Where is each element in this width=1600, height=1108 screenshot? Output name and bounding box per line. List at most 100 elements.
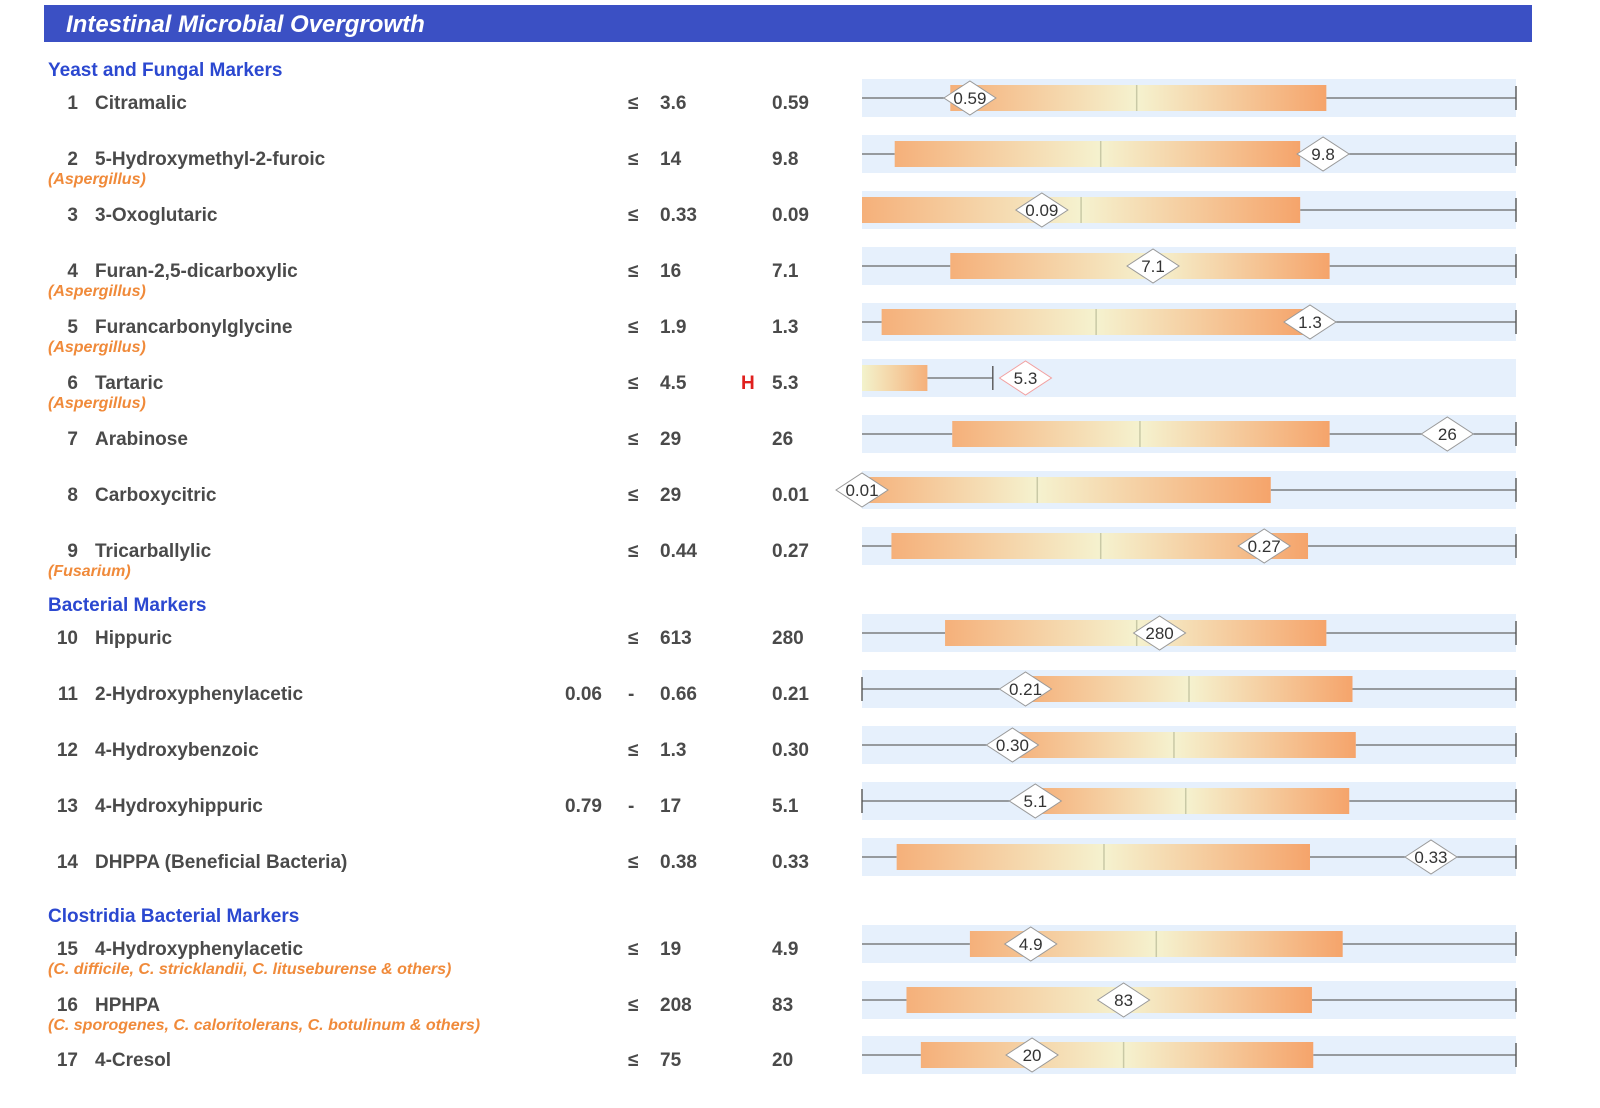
result-value: 26 [772,429,794,450]
result-marker [835,472,889,508]
result-marker [1008,783,1063,819]
result-value: 7.1 [772,261,799,282]
range-bar: 5.1 [861,782,1517,820]
result-marker-label: 5.1 [1023,792,1047,811]
report-title: Intestinal Microbial Overgrowth [66,11,425,38]
marker-name: Furancarbonylglycine [95,317,293,338]
range-bar: 0.27 [862,527,1517,565]
range-bar: 26 [862,415,1517,453]
organism-note: (Fusarium) [48,563,131,580]
range-bar: 0.59 [862,79,1517,117]
table-row: 5 Furancarbonylglycine (Aspergillus) ≤1.9 1.… [0,303,1600,375]
table-row: 13 4-Hydroxyhippuric 0.79 - 17 5.1 5.1 [0,782,1600,854]
range-symbol: - [628,796,635,817]
range-symbol: ≤ [628,541,639,562]
marker-name: 4-Hydroxyhippuric [95,796,263,817]
result-marker [998,360,1053,396]
range-symbol: ≤ [628,1050,639,1071]
table-row: 17 4-Cresol ≤75 20 20 [0,1036,1600,1108]
range-high: 3.6 [660,93,687,114]
range-bar: 1.3 [862,303,1517,341]
marker-name: Furan-2,5-dicarboxylic [95,261,298,282]
result-value: 5.1 [772,796,799,817]
row-number: 9 [67,541,78,562]
range-bar: 20 [862,1036,1517,1074]
range-high: 17 [660,796,682,817]
result-marker [1126,248,1180,284]
result-marker [1283,304,1337,340]
marker-name: 2-Hydroxyphenylacetic [95,684,304,705]
table-row: 6 Tartaric (Aspergillus) ≤4.5 H 5.3 5.3 [0,359,1600,431]
reference-box [894,141,1301,167]
reference-box [1035,788,1350,814]
reference-box [862,477,1271,503]
result-marker-label: 7.1 [1141,257,1165,276]
marker-name: 5-Hydroxymethyl-2-furoic [95,149,326,170]
range-bar: 7.1 [862,247,1517,285]
row-number: 7 [67,429,78,450]
result-marker [942,80,997,116]
result-marker-label: 4.9 [1019,935,1043,954]
marker-name: DHPPA (Beneficial Bacteria) [95,852,348,873]
row-number: 16 [56,995,78,1016]
result-value: 0.21 [772,684,809,705]
report-header: Intestinal Microbial Overgrowth [44,5,1532,42]
reference-box [881,309,1307,335]
table-row: 8 Carboxycitric ≤29 0.01 0.01 [0,471,1600,543]
result-marker-label: 0.30 [996,736,1029,755]
result-marker-label: 0.33 [1414,848,1447,867]
range-symbol: ≤ [628,317,639,338]
table-row: 10 Hippuric ≤613 280 280 [0,614,1600,686]
row-number: 12 [56,740,78,761]
result-marker-label: 0.21 [1009,680,1042,699]
marker-name: Citramalic [95,93,187,114]
table-row: 14 DHPPA (Beneficial Bacteria) ≤0.38 0.33 0.… [0,838,1600,910]
result-marker-label: 0.01 [845,481,878,500]
range-symbol: ≤ [628,995,639,1016]
range-symbol: ≤ [628,261,639,282]
range-bar: 5.3 [862,359,1516,397]
range-symbol: ≤ [628,205,639,226]
result-marker [1014,192,1069,228]
result-marker [1420,416,1475,452]
row-number: 8 [67,485,78,506]
range-bar: 0.33 [862,838,1517,876]
result-value: 280 [772,628,804,649]
table-row: 3 3-Oxoglutaric ≤0.33 0.09 0.09 [0,191,1600,263]
marker-name: Carboxycitric [95,485,217,506]
reference-box [952,421,1330,447]
range-symbol: ≤ [628,149,639,170]
range-symbol: ≤ [628,852,639,873]
organism-note: (C. sporogenes, C. caloritolerans, C. bo… [48,1017,481,1034]
table-row: 11 2-Hydroxyphenylacetic 0.06 - 0.66 0.21 0.21 [0,670,1600,742]
result-marker [1404,839,1458,875]
range-bar: 4.9 [862,925,1517,963]
result-marker-label: 1.3 [1298,313,1322,332]
range-high: 1.9 [660,317,687,338]
range-high: 14 [660,149,682,170]
range-high: 4.5 [660,373,687,394]
reference-box [1012,732,1356,758]
row-number: 1 [67,93,78,114]
range-high: 208 [660,995,692,1016]
table-row: 1 Citramalic ≤3.6 0.59 0.59 [0,79,1600,151]
section-clostridia: Clostridia Bacterial Markers [48,906,300,927]
row-number: 3 [67,205,78,226]
result-marker-label: 0.59 [953,89,986,108]
marker-name: Tricarballylic [95,541,212,562]
table-row: 7 Arabinose ≤29 26 26 [0,415,1600,487]
range-bar: 83 [862,981,1517,1019]
range-symbol: ≤ [628,740,639,761]
row-number: 5 [67,317,78,338]
result-marker [1003,926,1058,962]
result-value: 0.30 [772,740,809,761]
result-marker-label: 26 [1438,425,1457,444]
reference-box [862,365,928,391]
row-number: 4 [67,261,78,282]
table-row: 16 HPHPA (C. sporogenes, C. caloritolerans… [0,981,1600,1053]
result-marker-label: 5.3 [1014,369,1038,388]
marker-name: Tartaric [95,373,164,394]
range-high: 0.33 [660,205,697,226]
result-value: 0.59 [772,93,809,114]
range-high: 1.3 [660,740,687,761]
